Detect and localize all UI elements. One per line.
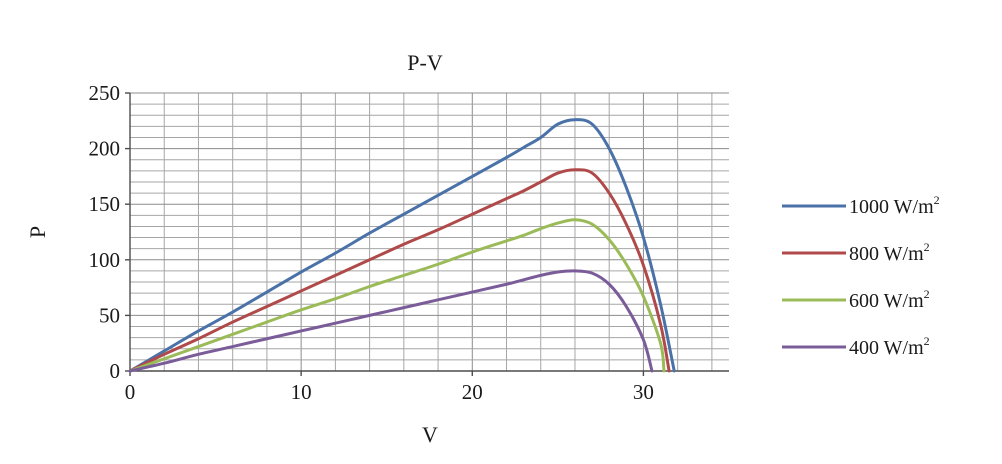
x-tick-label: 0	[125, 380, 136, 404]
chart-title: P-V	[407, 50, 443, 75]
legend-label-0: 1000 W/m2	[849, 193, 940, 218]
x-tick-label: 10	[291, 380, 312, 404]
y-tick-labels: 0 50 100 150 200 250	[89, 81, 121, 383]
series-line-0	[128, 118, 676, 373]
series-line-1	[128, 168, 671, 373]
x-tick-label: 20	[462, 380, 483, 404]
legend-label-3: 400 W/m2	[849, 334, 930, 359]
series-lines	[128, 118, 676, 373]
y-tick-label: 250	[89, 81, 121, 105]
x-tick-labels: 0 10 20 30	[125, 380, 654, 404]
legend: 1000 W/m2 800 W/m2 600 W/m2 400 W/m2	[782, 193, 940, 359]
y-tick-label: 100	[89, 248, 121, 272]
legend-superscript: 2	[924, 334, 930, 348]
legend-superscript: 2	[924, 287, 930, 301]
series-line-3	[128, 269, 654, 373]
plot-grid	[129, 92, 729, 372]
y-tick-label: 200	[89, 137, 121, 161]
series-line-2	[128, 218, 666, 373]
y-tick-label: 150	[89, 192, 121, 216]
plot-axes	[125, 92, 729, 376]
legend-superscript: 2	[924, 240, 930, 254]
y-tick-label: 0	[110, 359, 121, 383]
y-axis-label: P	[25, 226, 50, 238]
legend-superscript: 2	[934, 193, 940, 207]
legend-label-1: 800 W/m2	[849, 240, 930, 265]
x-axis-label: V	[422, 422, 438, 447]
legend-label-2: 600 W/m2	[849, 287, 930, 312]
y-tick-label: 50	[99, 303, 120, 327]
x-tick-label: 30	[633, 380, 654, 404]
